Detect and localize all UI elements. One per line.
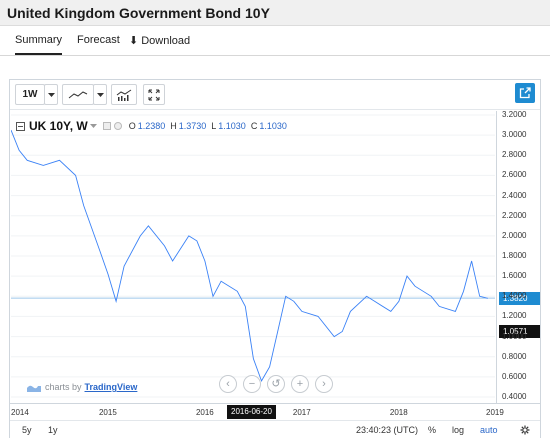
log-scale-button[interactable]: log [452, 425, 465, 435]
price-axis[interactable]: 1.3820 1.0571 3.2000 3.0000 2.8000 2.6000 2.… [496, 110, 540, 403]
chart-widget: 1W UK [9, 79, 541, 438]
price-tick-label: 1.4000 [502, 291, 527, 301]
collapse-icon[interactable] [16, 121, 25, 131]
popout-icon [519, 87, 531, 99]
zoom-out-button[interactable]: − [243, 375, 261, 393]
price-tick-label: 1.0000 [502, 331, 527, 341]
expand-icon [148, 89, 160, 100]
download-icon: ⬇ [129, 35, 139, 47]
legend-high-key: H [170, 121, 177, 131]
tradingview-logo-icon [27, 385, 41, 392]
time-cursor-label: 2016-06-20 [227, 405, 276, 419]
price-tick-label: 3.2000 [502, 110, 527, 119]
interval-dropdown-button[interactable] [44, 84, 58, 105]
time-tick-label: 2014 [11, 408, 29, 417]
legend-symbol: UK 10Y, W [29, 119, 88, 133]
gear-icon[interactable] [520, 425, 530, 435]
tab-summary[interactable]: Summary [15, 34, 63, 55]
scroll-right-button[interactable]: › [315, 375, 333, 393]
line-chart-icon [68, 90, 88, 98]
scroll-left-button[interactable]: ‹ [219, 375, 237, 393]
legend-open-key: O [128, 121, 136, 131]
series-line [11, 129, 488, 382]
bottom-bar: 5y 1y 23:40:23 (UTC) % log auto [10, 420, 540, 438]
reset-button[interactable]: ↺ [267, 375, 285, 393]
price-tick-label: 2.8000 [502, 150, 527, 160]
tab-download[interactable]: ⬇ Download [129, 34, 190, 47]
tab-download-label: Download [141, 35, 191, 47]
price-tick-label: 2.2000 [502, 210, 527, 220]
price-tick-label: 0.6000 [502, 371, 527, 381]
legend-low-value: 1.1030 [218, 121, 246, 131]
current-price-label: 1.3820 [499, 292, 540, 306]
indicators-button[interactable] [111, 84, 137, 105]
chevron-down-icon[interactable] [89, 124, 97, 128]
price-tick-label: 1.2000 [502, 311, 527, 321]
price-tick-label: 2.4000 [502, 190, 527, 200]
price-chart[interactable] [11, 111, 495, 403]
settings-icon[interactable] [102, 122, 111, 130]
price-tick-label: 2.6000 [502, 170, 527, 180]
price-tick-label: 1.8000 [502, 251, 527, 260]
chart-style-dropdown-button[interactable] [93, 84, 107, 105]
page-title: United Kingdom Government Bond 10Y [7, 5, 270, 21]
range-1y-button[interactable]: 1y [48, 425, 58, 435]
time-tick-label: 2019 [486, 408, 504, 417]
time-tick-label: 2018 [389, 408, 408, 417]
range-5y-button[interactable]: 5y [22, 425, 32, 435]
time-tick-label: 2016 [195, 408, 214, 417]
price-tick-label: 3.0000 [502, 130, 527, 140]
auto-scale-button[interactable]: auto [480, 425, 498, 435]
legend-close-key: C [250, 121, 258, 131]
price-tick-label: 0.4000 [502, 392, 527, 401]
zoom-in-button[interactable]: + [291, 375, 309, 393]
chevron-down-icon [96, 92, 104, 97]
title-bar: United Kingdom Government Bond 10Y [0, 0, 550, 26]
time-tick-label: 2017 [292, 408, 311, 417]
price-tick-label: 0.8000 [502, 351, 527, 361]
time-tick-label: 2015 [98, 408, 117, 417]
brand-prefix: charts by [45, 382, 82, 392]
chart-toolbar: 1W [10, 80, 540, 110]
tab-bar: Summary Forecast ⬇ Download [0, 26, 550, 56]
hide-icon[interactable] [113, 122, 122, 130]
chevron-down-icon [47, 92, 55, 97]
clock: 23:40:23 (UTC) [356, 425, 419, 435]
interval-button[interactable]: 1W [15, 84, 45, 105]
price-tick-label: 2.0000 [502, 230, 527, 240]
popout-button[interactable] [515, 83, 535, 103]
legend-close-value: 1.1030 [259, 121, 287, 131]
legend-high-value: 1.3730 [178, 121, 207, 131]
time-axis[interactable]: 2016-06-20 2014 2015 2016 2017 2018 2019 [10, 403, 540, 420]
legend-open-value: 1.2380 [137, 121, 166, 131]
percent-scale-button[interactable]: % [428, 425, 437, 435]
chart-style-button[interactable] [62, 84, 94, 105]
chart-legend: UK 10Y, W O 1.2380 H 1.3730 L 1.1030 C 1… [16, 119, 287, 133]
fullscreen-button[interactable] [143, 84, 165, 105]
tradingview-brand[interactable]: charts by TradingView [27, 382, 137, 392]
low-price-label: 1.0571 [499, 324, 540, 338]
brand-name: TradingView [84, 382, 138, 392]
price-tick-label: 1.6000 [502, 271, 527, 281]
indicators-icon [116, 89, 132, 101]
legend-low-key: L [211, 121, 217, 131]
tab-forecast[interactable]: Forecast [77, 34, 120, 46]
